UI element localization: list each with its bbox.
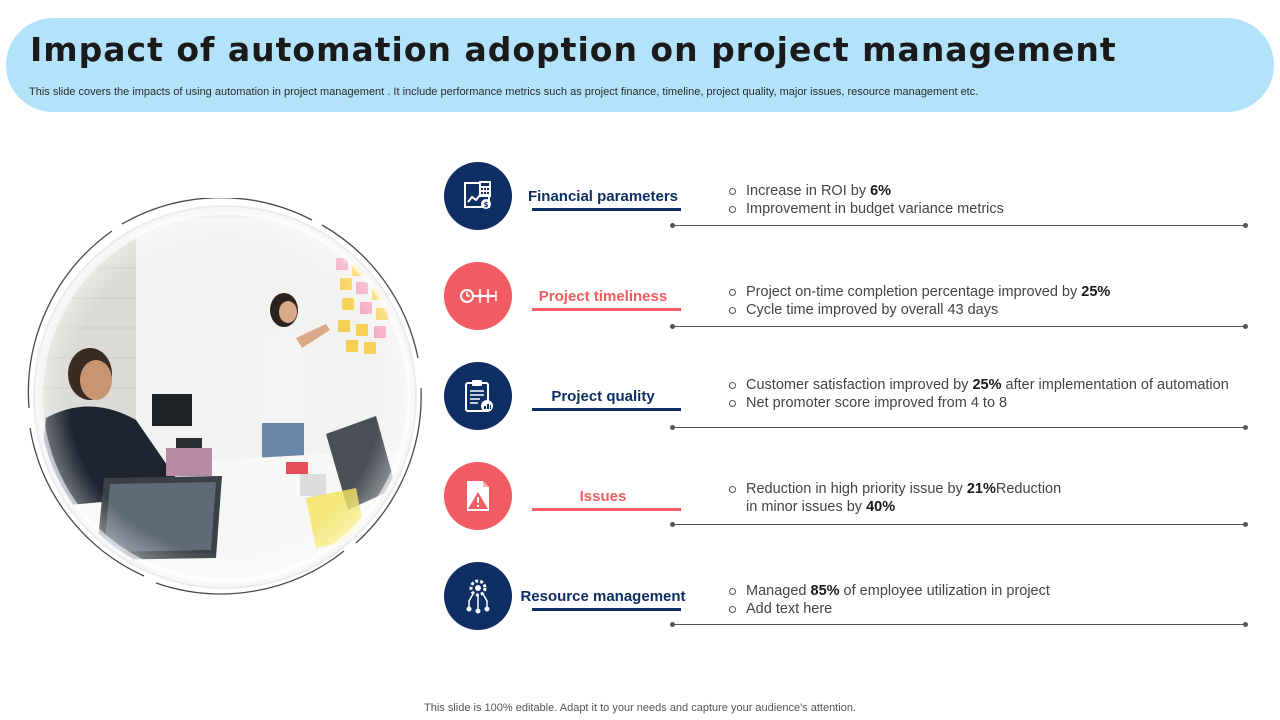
title-underline <box>532 408 681 411</box>
bullet-item: Improvement in budget variance metrics <box>728 200 1248 218</box>
bullet-item: Managed 85% of employee utilization in p… <box>728 582 1248 600</box>
row-divider <box>670 425 1248 430</box>
row-resource-management: Resource management Managed 85% of emplo… <box>444 562 1250 632</box>
timeline-icon <box>444 262 512 330</box>
row-title: Financial parameters <box>527 188 679 205</box>
bullet-item: Cycle time improved by overall 43 days <box>728 301 1248 319</box>
svg-text:$: $ <box>484 201 489 209</box>
bullet-list: Managed 85% of employee utilization in p… <box>728 582 1248 618</box>
title-underline <box>532 608 681 611</box>
title-underline <box>532 208 681 211</box>
bullet-item: Net promoter score improved from 4 to 8 <box>728 394 1248 412</box>
bullet-item: Customer satisfaction improved by 25% af… <box>728 376 1248 394</box>
row-divider <box>670 622 1248 627</box>
bullet-list: Increase in ROI by 6% Improvement in bud… <box>728 182 1248 218</box>
bullet-item: Project on-time completion percentage im… <box>728 283 1248 301</box>
row-title: Issues <box>579 488 627 505</box>
row-project-quality: Project quality Customer satisfaction im… <box>444 362 1250 432</box>
row-project-timeliness: Project timeliness Project on-time compl… <box>444 262 1250 332</box>
page-subtitle: This slide covers the impacts of using a… <box>29 86 979 98</box>
footer-note: This slide is 100% editable. Adapt it to… <box>424 702 856 714</box>
title-underline <box>532 508 681 511</box>
row-title: Resource management <box>520 588 686 605</box>
clipboard-chart-icon <box>444 362 512 430</box>
bullet-item: Add text here <box>728 600 1248 618</box>
bullet-item: Reduction in high priority issue by 21%R… <box>728 480 1248 498</box>
title-underline <box>532 308 681 311</box>
row-financial-parameters: $ Financial parameters Increase in ROI b… <box>444 162 1250 232</box>
gear-network-icon <box>444 562 512 630</box>
row-issues: Issues Reduction in high priority issue … <box>444 462 1250 532</box>
row-divider <box>670 223 1248 228</box>
bullet-list: Customer satisfaction improved by 25% af… <box>728 376 1248 412</box>
bullet-list: Reduction in high priority issue by 21%R… <box>728 480 1248 516</box>
calculator-icon: $ <box>444 162 512 230</box>
header-banner: Impact of automation adoption on project… <box>6 18 1274 112</box>
page-title: Impact of automation adoption on project… <box>30 30 1117 69</box>
row-title: Project timeliness <box>538 288 668 305</box>
row-divider <box>670 324 1248 329</box>
row-title: Project quality <box>551 388 655 405</box>
warning-document-icon <box>444 462 512 530</box>
row-divider <box>670 522 1248 527</box>
bullet-item: Increase in ROI by 6% <box>728 182 1248 200</box>
bullet-list: Project on-time completion percentage im… <box>728 283 1248 319</box>
team-photo <box>26 198 424 596</box>
bullet-item: in minor issues by 40% <box>746 499 896 515</box>
